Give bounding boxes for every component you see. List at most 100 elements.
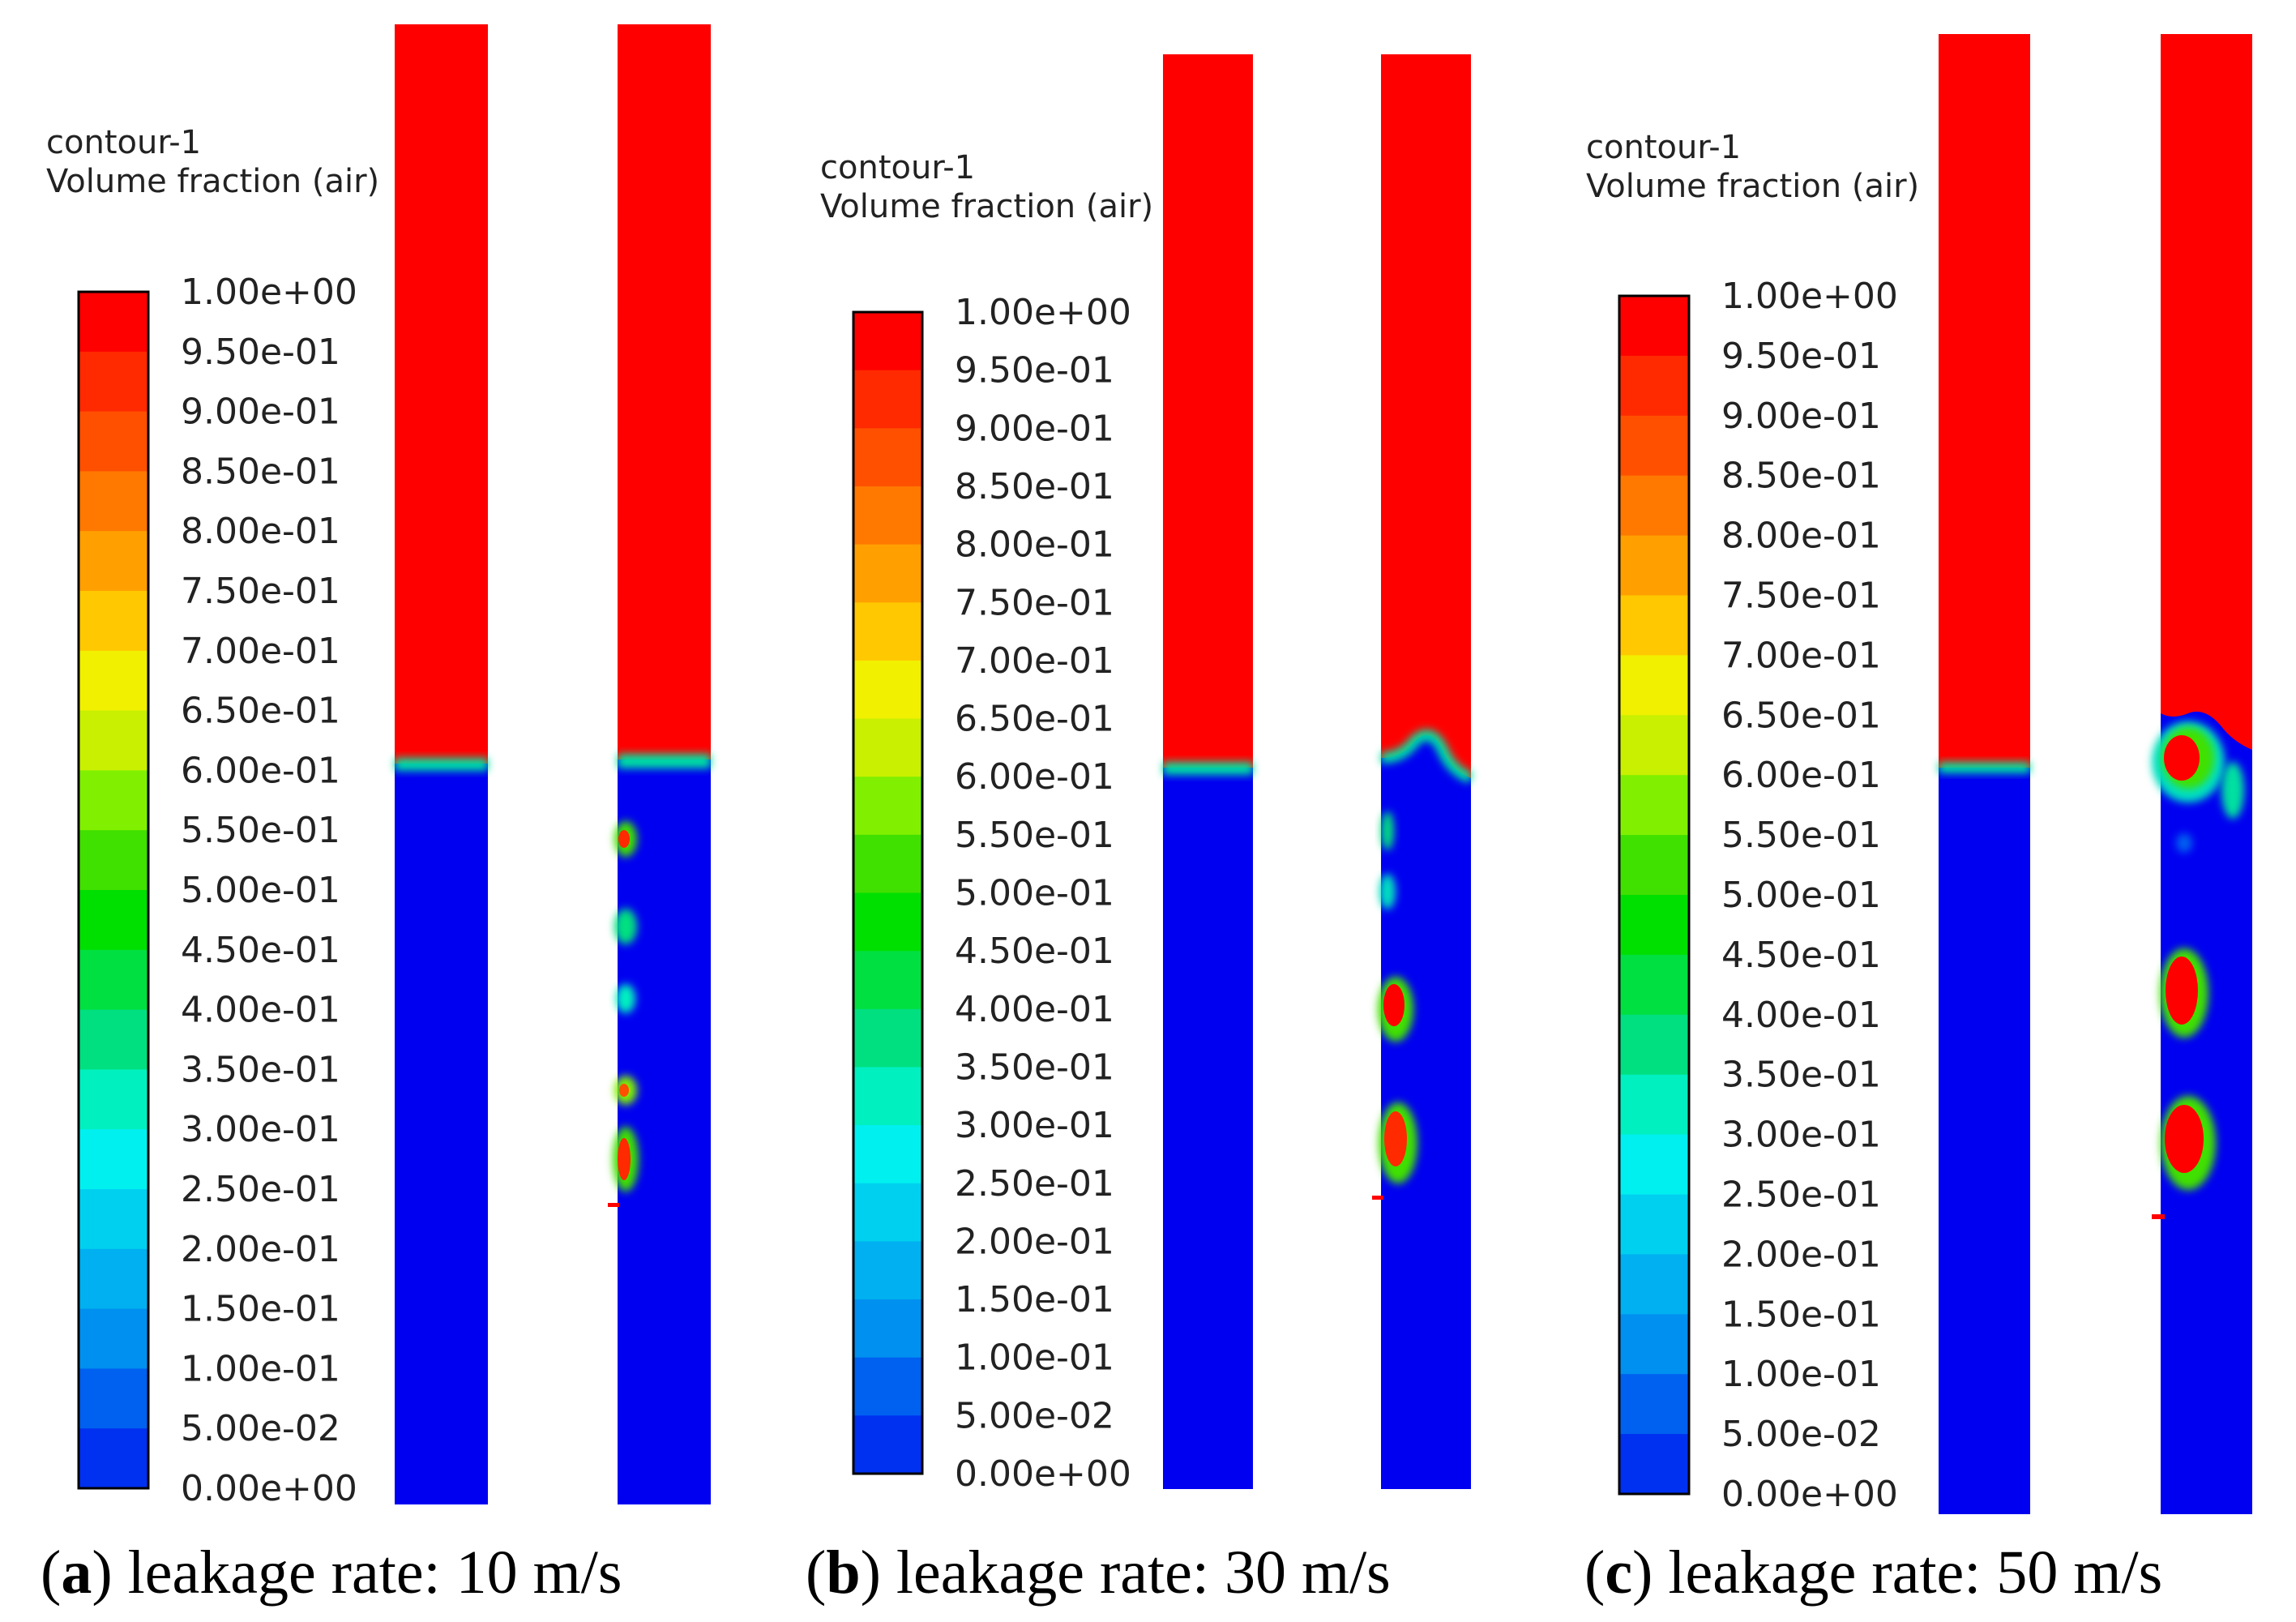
- legend-band: [853, 1241, 922, 1300]
- legend-band: [1619, 655, 1689, 716]
- legend-band: [79, 650, 148, 712]
- legend-band: [1619, 1194, 1689, 1255]
- legend-tick-label: 2.50e-01: [1721, 1175, 1881, 1216]
- legend-band: [79, 949, 148, 1011]
- legend-band: [1619, 475, 1689, 537]
- legend-band: [79, 770, 148, 831]
- legend-band: [1619, 775, 1689, 836]
- panel-c: contour-1 Volume fraction (air) 1.00e+00…: [1584, 34, 2252, 1607]
- legend-band: [853, 1125, 922, 1184]
- legend-tick-label: 5.50e-01: [181, 810, 340, 851]
- legend-band: [79, 1009, 148, 1070]
- legend-tick-label: 3.50e-01: [955, 1046, 1114, 1088]
- legend-tick-label: 8.50e-01: [1721, 456, 1881, 497]
- legend-title-line2: Volume fraction (air): [1586, 168, 1919, 205]
- legend-tick-label: 4.00e-01: [181, 990, 340, 1031]
- legend-tick-label: 0.00e+00: [181, 1468, 357, 1509]
- bubble-plume: [608, 821, 639, 1207]
- legend-band: [1619, 296, 1689, 357]
- legend-band: [853, 544, 922, 603]
- bubble-plume: [2152, 721, 2244, 1219]
- legend-tick-label: 2.50e-01: [955, 1163, 1114, 1205]
- legend-tick-label: 7.50e-01: [955, 582, 1114, 623]
- air-region: [1381, 54, 1471, 778]
- legend-tick-label: 5.00e-02: [955, 1395, 1114, 1436]
- legend-tick-label: 9.50e-01: [181, 332, 340, 373]
- legend-tick-label: 9.00e-01: [955, 408, 1114, 449]
- legend-tick-label: 8.50e-01: [955, 466, 1114, 507]
- legend-tick-label: 5.00e-01: [181, 870, 340, 911]
- legend-band: [79, 591, 148, 652]
- free-surface: [1939, 762, 2030, 773]
- legend-tick-label: 5.00e-02: [181, 1408, 340, 1449]
- legend-band: [79, 890, 148, 951]
- legend-band: [853, 1183, 922, 1242]
- legend-band: [79, 1129, 148, 1190]
- legend-band: [1619, 1134, 1689, 1195]
- legend-band: [79, 292, 148, 353]
- legend-border: [852, 310, 924, 1475]
- legend-tick-label: 7.00e-01: [1721, 635, 1881, 676]
- legend-title-line1: contour-1: [46, 124, 201, 161]
- legend-band: [79, 1189, 148, 1250]
- legend-band: [79, 1368, 148, 1429]
- air-region: [2161, 34, 2252, 750]
- legend-band: [79, 471, 148, 532]
- legend-tick-label: 6.50e-01: [181, 691, 340, 732]
- legend-tick-label: 1.00e+00: [181, 272, 357, 313]
- legend-tick-label: 1.50e-01: [1721, 1294, 1881, 1335]
- legend-band: [79, 830, 148, 891]
- legend-tick-label: 3.00e-01: [1721, 1115, 1881, 1156]
- legend-band: [853, 660, 922, 720]
- legend-band: [1619, 1254, 1689, 1315]
- legend-band: [79, 411, 148, 472]
- color-legend-b: 1.00e+00 9.50e-01 9.00e-01 8.50e-01 8.00e-01…: [852, 292, 1131, 1495]
- legend-tick-label: 8.00e-01: [955, 524, 1114, 566]
- legend-band: [1619, 1014, 1689, 1076]
- legend-tick-label: 2.00e-01: [1721, 1234, 1881, 1275]
- legend-tick-label: 4.50e-01: [1721, 935, 1881, 976]
- legend-border: [1618, 294, 1691, 1496]
- legend-tick-label: 7.00e-01: [955, 640, 1114, 682]
- legend-tick-label: 8.00e-01: [181, 511, 340, 552]
- legend-band: [853, 1357, 922, 1416]
- legend-band: [853, 370, 922, 429]
- legend-band: [853, 486, 922, 546]
- legend-band: [79, 1248, 148, 1310]
- legend-tick-label: 6.00e-01: [955, 756, 1114, 798]
- free-surface: [395, 758, 488, 771]
- air-region: [1939, 34, 2030, 768]
- legend-title-line2: Volume fraction (air): [46, 163, 379, 200]
- legend-band: [1619, 835, 1689, 896]
- panel-a: contour-1 Volume fraction (air) 1.00e+00…: [41, 24, 711, 1607]
- legend-tick-label: 5.50e-01: [955, 815, 1114, 856]
- color-legend-c: 1.00e+00 9.50e-01 9.00e-01 8.50e-01 8.00e-01…: [1618, 276, 1898, 1515]
- legend-band: [853, 777, 922, 836]
- legend-band: [79, 1428, 148, 1489]
- air-region: [618, 24, 711, 760]
- legend-band: [1619, 595, 1689, 656]
- legend-tick-label: 6.50e-01: [955, 699, 1114, 740]
- caption-c: (c) leakage rate: 50 m/s: [1584, 1539, 2162, 1607]
- legend-tick-label: 9.50e-01: [1721, 336, 1881, 377]
- legend-tick-label: 7.50e-01: [181, 571, 340, 612]
- legend-band: [1619, 895, 1689, 956]
- legend-tick-label: 1.00e+00: [955, 292, 1131, 333]
- legend-band: [1619, 715, 1689, 776]
- legend-tick-label: 2.00e-01: [181, 1229, 340, 1270]
- tank-column-a-1: [395, 24, 488, 1504]
- legend-band: [1619, 535, 1689, 596]
- legend-tick-label: 1.00e+00: [1721, 276, 1898, 317]
- legend-band: [79, 1308, 148, 1369]
- legend-band: [1619, 415, 1689, 477]
- legend-tick-label: 5.50e-01: [1721, 815, 1881, 856]
- legend-band: [853, 718, 922, 777]
- legend-tick-label: 1.50e-01: [181, 1289, 340, 1330]
- caption-b: (b) leakage rate: 30 m/s: [806, 1539, 1391, 1607]
- legend-band: [79, 531, 148, 592]
- legend-band: [853, 892, 922, 952]
- legend-tick-label: 3.00e-01: [181, 1109, 340, 1150]
- legend-tick-label: 4.50e-01: [181, 930, 340, 971]
- legend-tick-label: 6.00e-01: [181, 750, 340, 791]
- tank-column-b-2: [1372, 54, 1473, 1489]
